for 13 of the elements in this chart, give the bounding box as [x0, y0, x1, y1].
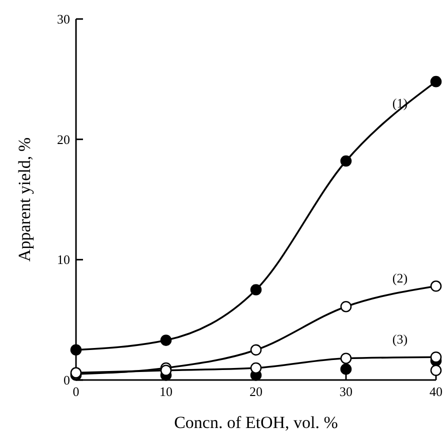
y-axis-title: Apparent yield, %: [15, 137, 34, 262]
x-tick-label: 20: [250, 384, 262, 399]
series-label: (2): [392, 270, 408, 286]
x-tick-label: 40: [430, 384, 442, 399]
x-tick-label: 0: [72, 384, 80, 399]
y-tick-label: 20: [57, 132, 70, 147]
y-tick-label: 0: [64, 372, 70, 388]
y-tick-label: 30: [57, 12, 70, 27]
x-axis-title: Concn. of EtOH, vol. %: [174, 413, 338, 432]
x-tick-label: 10: [160, 384, 172, 399]
series-label: (3): [392, 332, 408, 347]
y-tick-label: 10: [57, 252, 70, 268]
x-tick-label: 30: [340, 384, 352, 399]
